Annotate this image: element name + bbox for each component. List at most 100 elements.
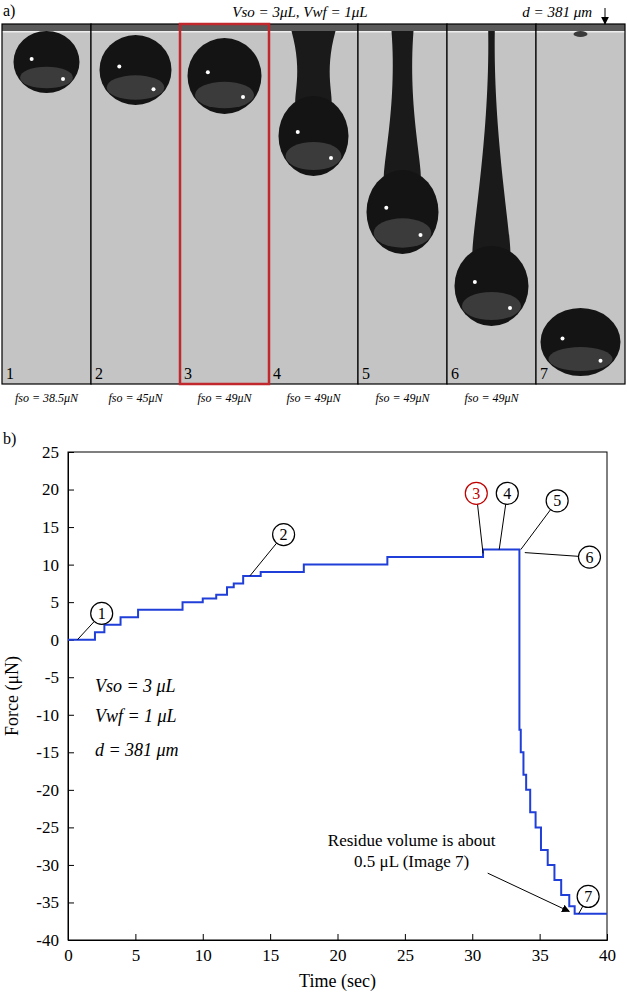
frame-label: 1 [6, 365, 14, 382]
tick-label: 25 [42, 443, 59, 462]
film-highlight [180, 31, 269, 33]
tick: 25 [42, 443, 74, 462]
tick-label: 5 [51, 593, 60, 612]
tick-mark [203, 934, 204, 940]
x-axis-title: Time (sec) [299, 971, 376, 992]
frame: 4 [269, 24, 358, 384]
leader-line [525, 553, 579, 557]
tick-label: -25 [36, 818, 59, 837]
tick: -30 [36, 856, 74, 875]
panel-label: a) [3, 2, 15, 20]
tick: -5 [45, 668, 74, 687]
tick: 10 [42, 556, 74, 575]
panel-title: Vso = 3μL, Vwf = 1μL [232, 4, 367, 20]
tick-mark [607, 934, 608, 940]
residue-droplet [574, 31, 588, 37]
frame-background [269, 24, 358, 384]
droplet-highlight [30, 57, 34, 61]
tick-label: -35 [36, 893, 59, 912]
frame: 3 [180, 24, 269, 384]
droplet [14, 31, 80, 93]
droplet-highlight [329, 156, 333, 160]
leader-line [77, 621, 94, 639]
frame-border [2, 24, 91, 384]
tick-mark [68, 527, 74, 528]
marker-circle [577, 885, 599, 907]
droplet-highlight [206, 70, 210, 74]
tick-label: -40 [36, 931, 59, 950]
tick-mark [68, 940, 74, 941]
marker-label: 1 [98, 605, 106, 622]
tick-mark [405, 934, 406, 940]
tick-label: 10 [195, 946, 212, 965]
substrate-film [2, 24, 91, 31]
tick: -10 [36, 706, 74, 725]
marker-circle [273, 524, 295, 546]
frame: 1 [2, 24, 91, 384]
y-axis-title: Force (μN) [2, 656, 23, 736]
droplet-neck [384, 31, 421, 183]
droplet-refraction [107, 75, 165, 100]
frame: 7 [536, 24, 625, 384]
droplet [188, 38, 262, 114]
tick-label: -5 [45, 668, 59, 687]
frame-label: 6 [451, 365, 459, 382]
tick: 25 [397, 934, 414, 965]
substrate-film [91, 24, 180, 31]
droplet-highlight [384, 206, 388, 210]
frame-caption: fso = 38.5μN [15, 391, 79, 405]
tick: 15 [42, 518, 74, 537]
leader-line [579, 906, 583, 914]
frame: 6 [447, 24, 536, 384]
tick-mark [68, 677, 74, 678]
plot-area [68, 550, 607, 914]
marker-label: 4 [503, 485, 511, 502]
tick: 5 [51, 593, 75, 612]
tick-label: 20 [42, 480, 59, 499]
frame-background [2, 24, 91, 384]
frame-border [358, 24, 447, 384]
tick-label: -20 [36, 781, 59, 800]
marker-label: 6 [585, 549, 593, 566]
tick-mark [68, 715, 74, 716]
tick-mark [68, 902, 74, 903]
tick-mark [270, 934, 271, 940]
force-line [68, 550, 607, 914]
tick: 30 [464, 934, 481, 965]
plot-frame [68, 452, 607, 940]
frame-label: 7 [540, 365, 548, 382]
tick: 35 [532, 934, 549, 965]
frame: 2 [91, 24, 180, 384]
tick-label: -30 [36, 856, 59, 875]
tick: -25 [36, 818, 74, 837]
tick-label: 0 [64, 946, 73, 965]
x-axis: 0 5 10 15 20 25 30 35 40 [64, 934, 616, 965]
note: Vwf = 1 μL [95, 706, 177, 726]
marker-circle [91, 602, 113, 624]
marker-circle [496, 482, 518, 504]
tick-label: -15 [36, 743, 59, 762]
tick: 20 [330, 934, 347, 965]
frame: 5 [358, 24, 447, 384]
axis-line [69, 453, 75, 941]
droplet-highlight [419, 233, 423, 237]
annotation-arrow [488, 873, 570, 911]
droplet-highlight [241, 95, 245, 99]
droplet-refraction [549, 347, 613, 371]
substrate-film [358, 24, 447, 31]
tick: 5 [132, 934, 141, 965]
marker-circle [546, 490, 568, 512]
tick-mark [540, 934, 541, 940]
tick-label: 20 [330, 946, 347, 965]
tick-label: 15 [262, 946, 279, 965]
tick: -15 [36, 743, 74, 762]
frame-border [91, 24, 180, 384]
tick-mark [68, 452, 74, 453]
tick-label: 35 [532, 946, 549, 965]
marker-label: 2 [280, 526, 288, 543]
frame-caption: fso = 49μN [197, 391, 252, 405]
droplet [367, 170, 439, 254]
frame-background [91, 24, 180, 384]
droplet [100, 35, 172, 105]
tick: 40 [599, 934, 616, 965]
